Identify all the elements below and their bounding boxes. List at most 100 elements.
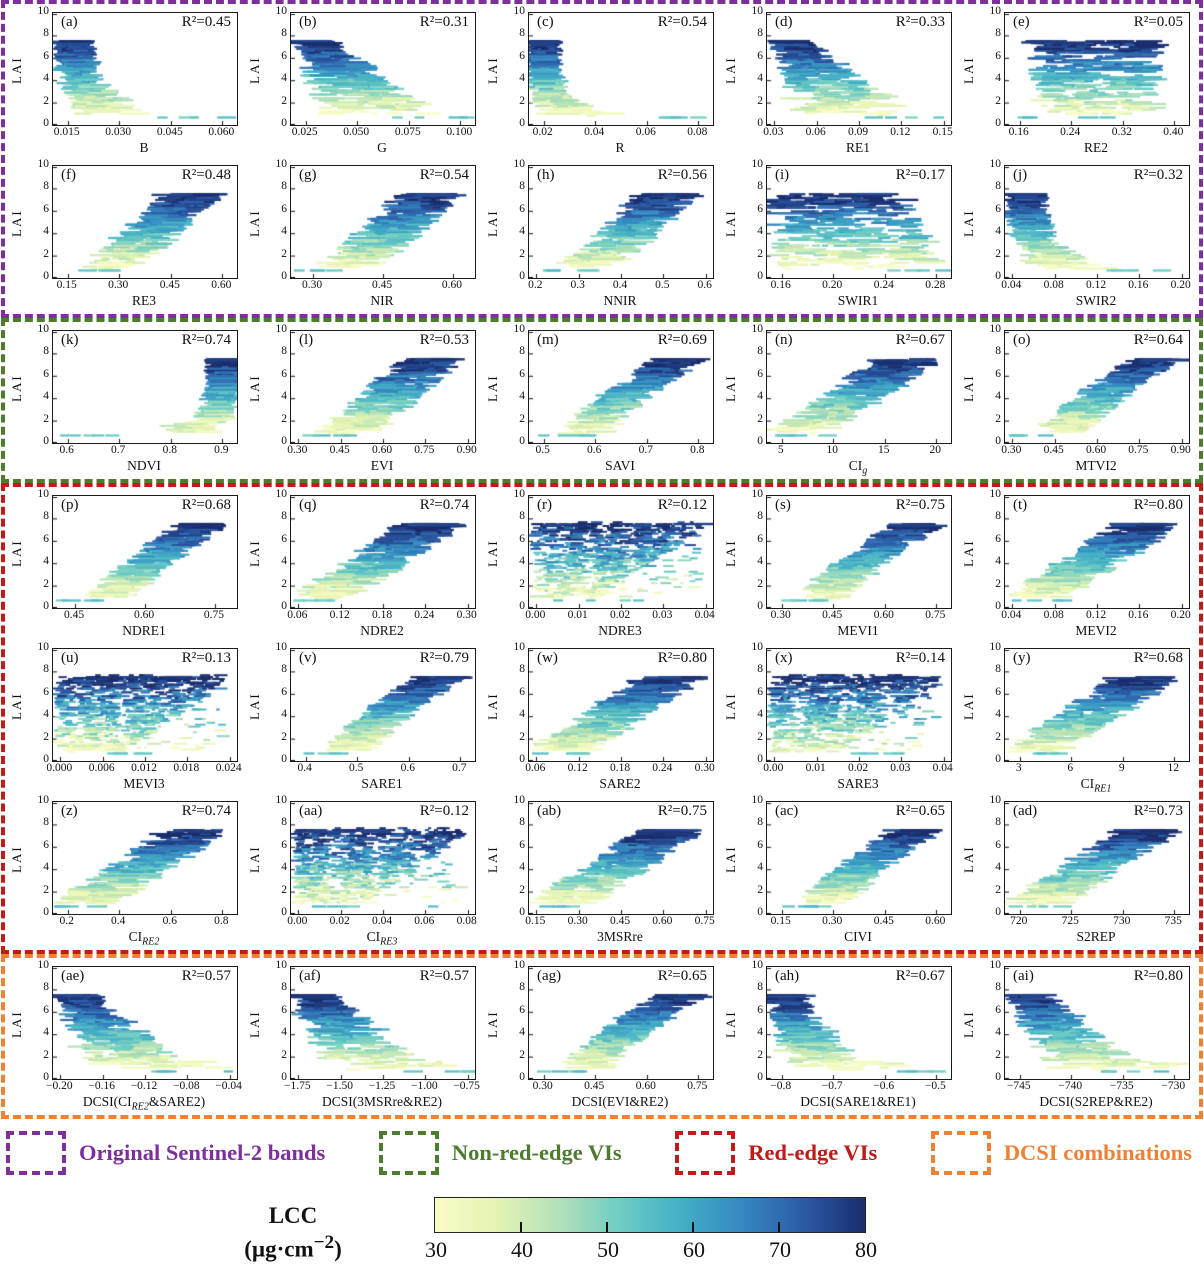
y-tick: 4 <box>995 555 1001 568</box>
colorbar-row: LCC (µg·cm−2) 30 40 50 60 70 80 <box>0 1197 1204 1275</box>
y-tick: 2 <box>519 412 525 425</box>
x-tick: 0.08 <box>687 126 708 138</box>
x-tick: 0.02 <box>609 609 631 621</box>
scatter-canvas <box>1005 166 1189 278</box>
y-tick: 2 <box>757 730 763 743</box>
y-tick: 4 <box>43 72 49 85</box>
y-tick: 8 <box>757 345 763 358</box>
x-tick: 0.8 <box>162 444 177 456</box>
y-tick: 10 <box>751 959 764 971</box>
x-tick: 0.2 <box>528 279 543 291</box>
y-tick: 10 <box>37 323 50 335</box>
r-squared-label: R²=0.45 <box>181 14 231 30</box>
y-tick: 4 <box>519 72 525 85</box>
x-axis-label: SWIR1 <box>837 293 879 308</box>
colorbar-units: (µg·cm−2) <box>244 1231 342 1262</box>
y-tick: 2 <box>995 247 1001 260</box>
panel-ag: LAI 0 2 4 6 8 10 (ag) R²=0.65 0.30 0.45 0.60 0.7… <box>483 959 721 1113</box>
group-legend: Original Sentinel-2 bands Non-red-edge VI… <box>0 1119 1204 1183</box>
y-tick: 10 <box>989 794 1002 806</box>
panel-letter: (u) <box>61 650 79 666</box>
r-squared-label: R²=0.65 <box>657 968 707 984</box>
x-axis-label: RE1 <box>845 140 870 155</box>
x-tick: 5 <box>777 444 784 456</box>
colorbar: 30 40 50 60 70 80 <box>425 1197 877 1275</box>
x-tick: 0.06 <box>525 762 546 774</box>
x-tick: 735 <box>1164 915 1182 927</box>
plot-area: (u) R²=0.13 <box>52 648 238 762</box>
y-tick: 0 <box>519 753 525 765</box>
panel-o: LAI 0 2 4 6 8 10 (o) R²=0.64 0.30 0.45 0.60 0.75… <box>959 323 1197 477</box>
panel-af: LAI 0 2 4 6 8 10 (af) R²=0.57 −1.75 −1.50 −1.25… <box>245 959 483 1113</box>
plot-area: (l) R²=0.53 <box>290 330 476 444</box>
plot-area: (aa) R²=0.12 <box>290 801 476 915</box>
r-squared-label: R²=0.12 <box>419 803 469 819</box>
x-tick: 0.06 <box>287 609 308 621</box>
y-tick: 10 <box>513 794 526 806</box>
y-tick: 10 <box>513 158 526 170</box>
x-tick: 0.01 <box>805 762 826 774</box>
scatter-canvas <box>291 802 475 914</box>
y-axis-label: LAI <box>961 845 976 873</box>
panel-letter: (p) <box>61 497 79 513</box>
x-tick: 0.45 <box>822 609 843 621</box>
x-tick: 0.30 <box>1001 444 1022 456</box>
y-tick: 2 <box>281 883 287 896</box>
x-axis-label: CIVI <box>844 929 872 944</box>
plot-area: (j) R²=0.32 <box>1004 165 1190 279</box>
x-tick: −0.16 <box>88 1080 115 1092</box>
x-tick: −0.75 <box>453 1080 480 1092</box>
y-tick: 6 <box>43 838 49 851</box>
y-tick: 0 <box>519 117 525 129</box>
scatter-canvas <box>53 496 237 608</box>
scatter-canvas <box>529 13 713 125</box>
y-tick: 6 <box>995 49 1001 62</box>
x-tick: 0.75 <box>694 915 715 927</box>
x-tick: 0.6 <box>697 279 712 291</box>
y-axis-label: LAI <box>485 692 500 720</box>
x-tick: 0.45 <box>584 1080 605 1092</box>
x-tick: 0.60 <box>925 915 946 927</box>
x-axis-label: NNIR <box>603 293 637 308</box>
plot-area: (n) R²=0.67 <box>766 330 952 444</box>
plot-area: (a) R²=0.45 <box>52 12 238 126</box>
x-tick: 0.24 <box>652 762 673 774</box>
panel-letter: (m) <box>537 332 559 348</box>
y-tick: 8 <box>519 510 525 523</box>
x-tick: 0.16 <box>770 279 791 291</box>
y-tick: 0 <box>995 906 1001 918</box>
y-tick: 2 <box>519 1048 525 1061</box>
x-axis-label: MTVI2 <box>1075 458 1117 473</box>
x-tick: 0.00 <box>525 609 546 621</box>
y-tick: 6 <box>995 1003 1001 1016</box>
y-axis-label: LAI <box>723 539 738 567</box>
y-tick: 2 <box>519 730 525 743</box>
x-tick: 0.60 <box>371 444 393 456</box>
panel-x: LAI 0 2 4 6 8 10 (x) R²=0.14 0.00 0.01 0.02 0.03… <box>721 641 959 795</box>
y-tick: 10 <box>513 641 526 653</box>
panel-letter: (n) <box>775 332 793 348</box>
x-axis-label: CIg <box>848 458 868 477</box>
y-tick: 10 <box>37 158 50 170</box>
y-tick: 4 <box>43 390 49 403</box>
panel-letter: (f) <box>61 167 76 183</box>
legend-swatch-dcsi-combinations <box>930 1131 991 1175</box>
y-tick: 0 <box>281 435 287 447</box>
panel-ac: LAI 0 2 4 6 8 10 (ac) R²=0.65 0.15 0.30 0.45 0.6… <box>721 794 959 948</box>
y-tick: 2 <box>757 1048 763 1061</box>
x-tick: 0.08 <box>1043 609 1064 621</box>
y-tick: 0 <box>43 270 49 282</box>
y-tick: 4 <box>519 861 525 874</box>
y-tick: 0 <box>757 270 763 282</box>
panel-letter: (j) <box>1013 167 1028 183</box>
x-axis-label: SAVI <box>605 458 635 473</box>
y-tick: 0 <box>281 600 287 612</box>
x-tick: 0.050 <box>343 126 370 138</box>
r-squared-label: R²=0.48 <box>181 167 231 183</box>
r-squared-label: R²=0.56 <box>657 167 707 183</box>
y-axis-label: LAI <box>9 1010 24 1038</box>
panel-j: LAI 0 2 4 6 8 10 (j) R²=0.32 0.04 0.08 0.12 0.16… <box>959 158 1197 312</box>
panel-d: LAI 0 2 4 6 8 10 (d) R²=0.33 0.03 0.06 0.09 0.12… <box>721 5 959 159</box>
y-tick: 8 <box>281 663 287 676</box>
y-tick: 4 <box>43 225 49 238</box>
